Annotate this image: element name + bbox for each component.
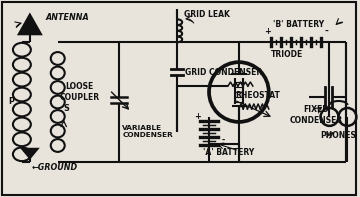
Text: GRID LEAK: GRID LEAK (184, 10, 230, 19)
Text: ANTENNA: ANTENNA (46, 13, 90, 22)
Polygon shape (17, 12, 43, 35)
Text: VARIABLE
CONDENSER: VARIABLE CONDENSER (122, 125, 173, 138)
Text: FIXED
CONDENSER: FIXED CONDENSER (290, 105, 343, 125)
Text: -: - (325, 27, 328, 36)
Text: LOOSE
COUPLER: LOOSE COUPLER (59, 82, 100, 102)
Text: RHEOSTAT: RHEOSTAT (235, 90, 280, 99)
Text: ←GROUND: ←GROUND (32, 163, 78, 172)
Text: +: + (194, 112, 201, 121)
Polygon shape (20, 148, 40, 160)
Text: 'A' BATTERY: 'A' BATTERY (203, 148, 255, 157)
Text: GRID CONDENSER: GRID CONDENSER (185, 68, 262, 77)
Text: TRIODE: TRIODE (271, 50, 303, 59)
Text: +: + (264, 27, 271, 36)
Text: P: P (8, 98, 14, 107)
Text: PHONES: PHONES (320, 131, 356, 140)
Text: -: - (221, 136, 225, 145)
Text: S: S (64, 104, 69, 113)
Text: 'B' BATTERY: 'B' BATTERY (273, 20, 324, 29)
